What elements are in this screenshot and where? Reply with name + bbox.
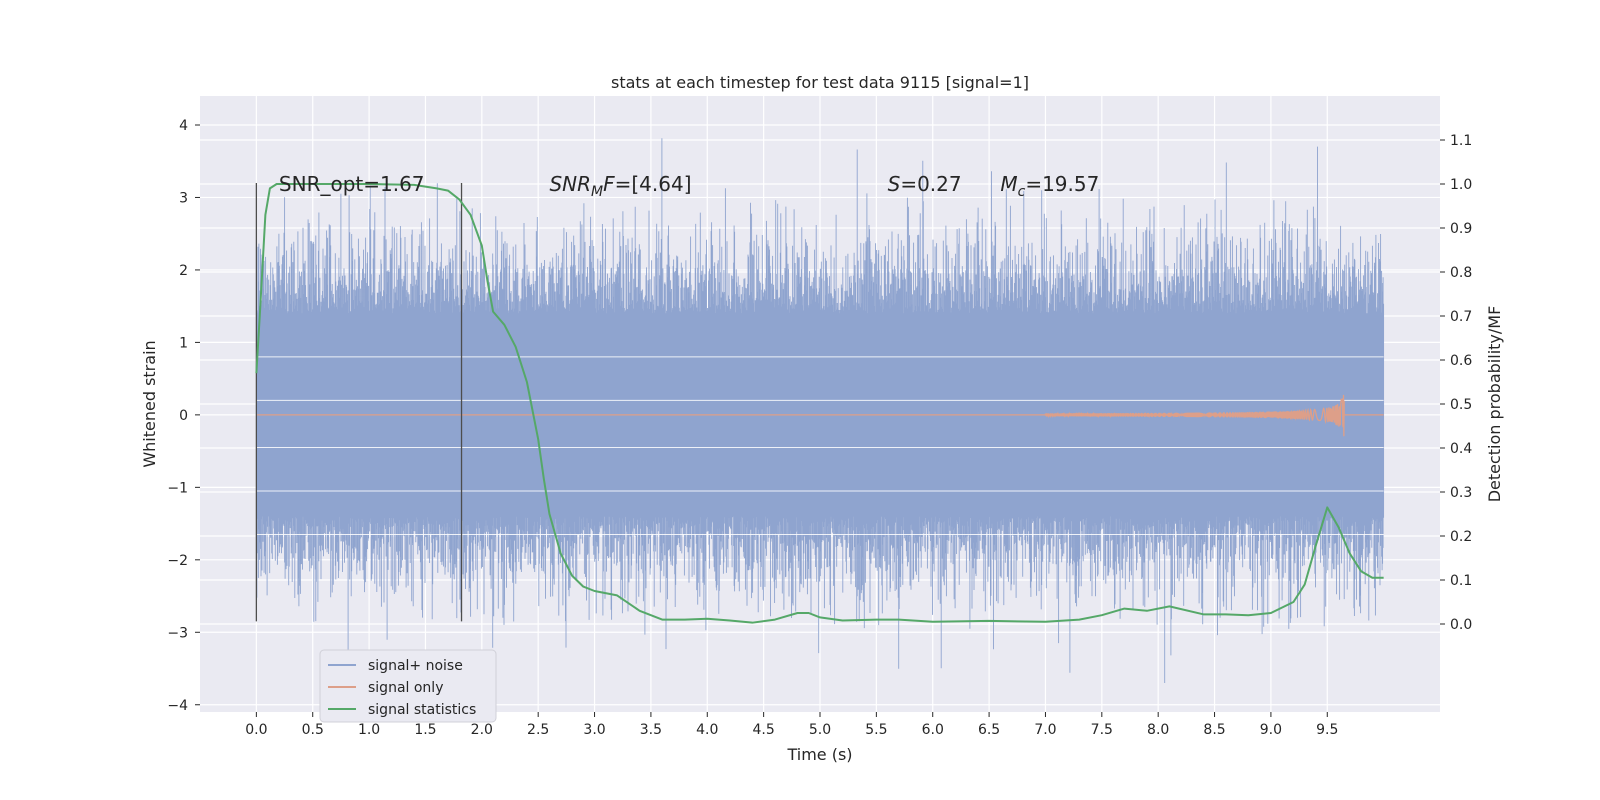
y2-tick-label: 0.7 — [1450, 309, 1472, 325]
legend-box — [319, 649, 497, 723]
legend-label-signal-only: signal only — [368, 680, 443, 696]
y2-axis-label: Detection probability/MF — [1485, 306, 1504, 503]
annotation-mc: Mc=19.57 — [1000, 172, 1099, 200]
y2-tick-label: 0.8 — [1450, 265, 1472, 281]
legend-label-signal-noise: signal+ noise — [368, 658, 463, 674]
signal-only-series — [256, 394, 1384, 437]
x-tick-labels: 0.0 0.5 1.0 1.5 2.0 2.5 3.0 3.5 4.0 4.5 5.0 5.5 6.0 6… — [245, 712, 1338, 738]
y2-tick-label: 0.5 — [1450, 397, 1472, 413]
annotation-snr-mf: SNRMF=[4.64] — [549, 172, 691, 200]
x-tick-label: 9.5 — [1316, 722, 1338, 738]
y-tick-label: 3 — [179, 190, 188, 206]
legend-label-signal-statistics: signal statistics — [368, 702, 476, 718]
x-tick-label: 4.5 — [753, 722, 775, 738]
y-tick-label: 4 — [179, 118, 188, 134]
signal-statistics-series — [255, 183, 1384, 624]
x-tick-label: 0.0 — [245, 722, 267, 738]
y-tick-label: 1 — [179, 335, 188, 351]
legend: signal+ noise signal only signal statist… — [319, 649, 497, 723]
y2-tick-label: 0.1 — [1450, 573, 1472, 589]
x-tick-label: 8.0 — [1147, 722, 1169, 738]
y2-tick-label: 0.2 — [1450, 529, 1472, 545]
x-tick-label: 4.0 — [696, 722, 718, 738]
signal-statistics-line — [255, 183, 1384, 624]
x-tick-label: 9.0 — [1260, 722, 1282, 738]
x-tick-label: 2.0 — [471, 722, 493, 738]
y-tick-labels: −4 −3 −2 −1 0 1 2 3 4 — [167, 118, 200, 714]
x-tick-label: 8.5 — [1203, 722, 1225, 738]
x-tick-label: 3.0 — [583, 722, 605, 738]
vertical-lines — [255, 182, 463, 622]
x-tick-label: 6.0 — [922, 722, 944, 738]
y-tick-label: 0 — [179, 408, 188, 424]
x-axis-label: Time (s) — [786, 745, 852, 764]
signal-only-line — [256, 394, 1384, 437]
x-tick-label: 2.5 — [527, 722, 549, 738]
annotations: SNR_opt=1.67 SNRMF=[4.64] S=0.27 Mc=19.57 — [279, 172, 1099, 200]
x-tick-label: 3.5 — [640, 722, 662, 738]
x-tick-label: 7.0 — [1034, 722, 1056, 738]
y-tick-label: −3 — [167, 625, 188, 641]
y2-tick-label: 0.6 — [1450, 353, 1472, 369]
x-tick-label: 6.5 — [978, 722, 1000, 738]
y-axis-label: Whitened strain — [140, 340, 159, 467]
y-tick-label: 2 — [179, 263, 188, 279]
y2-tick-labels: 0.0 0.1 0.2 0.3 0.4 0.5 0.6 0.7 0.8 0.9 1.0 1.1 — [1440, 133, 1472, 633]
annotation-s: S=0.27 — [888, 172, 962, 196]
y2-tick-label: 1.0 — [1450, 177, 1472, 193]
x-tick-label: 1.0 — [358, 722, 380, 738]
y-tick-label: −4 — [167, 698, 188, 714]
y2-tick-label: 0.4 — [1450, 441, 1472, 457]
x-tick-label: 7.5 — [1091, 722, 1113, 738]
x-tick-label: 5.0 — [809, 722, 831, 738]
y2-tick-label: 1.1 — [1450, 133, 1472, 149]
x-tick-label: 0.5 — [302, 722, 324, 738]
chart-title: stats at each timestep for test data 911… — [611, 73, 1029, 92]
x-tick-label: 5.5 — [865, 722, 887, 738]
annotation-snr-opt: SNR_opt=1.67 — [279, 172, 425, 196]
y2-tick-label: 0.0 — [1450, 617, 1472, 633]
y2-tick-label: 0.9 — [1450, 221, 1472, 237]
x-tick-label: 1.5 — [414, 722, 436, 738]
y2-tick-label: 0.3 — [1450, 485, 1472, 501]
y-tick-label: −1 — [167, 480, 188, 496]
y-tick-label: −2 — [167, 553, 188, 569]
